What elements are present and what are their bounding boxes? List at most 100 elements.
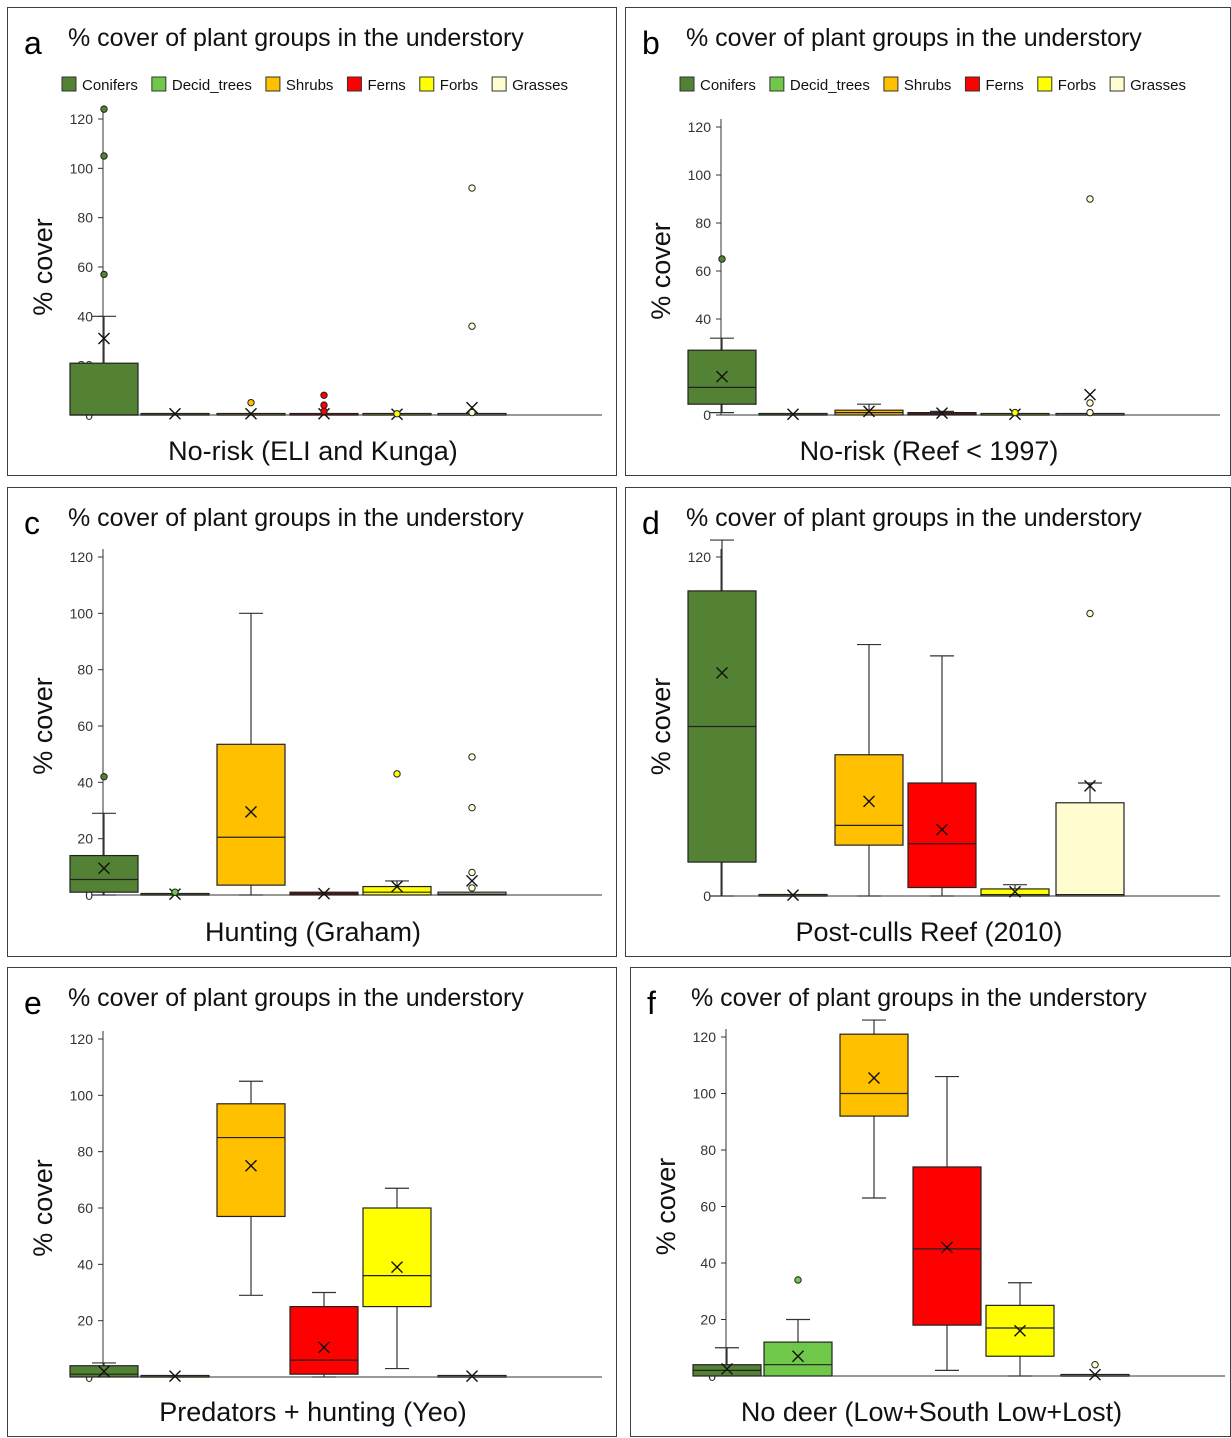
x-axis-label: No-risk (ELI and Kunga) [168, 436, 458, 466]
mean-marker [716, 370, 728, 383]
y-axis-label: % cover [646, 678, 676, 776]
y-axis-label: % cover [28, 677, 58, 775]
legend-item: Ferns [346, 76, 406, 94]
box-forbs [985, 1282, 1055, 1377]
legend-item: Forbs [1037, 76, 1096, 94]
x-axis-label: Post-culls Reef (2010) [795, 917, 1062, 947]
outlier-point [171, 888, 179, 896]
box-decid_trees [763, 1276, 833, 1377]
box-ferns [289, 1291, 359, 1378]
box-body [912, 1166, 982, 1326]
outlier-point [100, 270, 108, 279]
box-body [763, 1341, 833, 1377]
outlier-point [393, 770, 401, 778]
mean-marker [245, 407, 257, 420]
panel-title: % cover of plant groups in the understor… [691, 984, 1147, 1012]
box-body [216, 1103, 286, 1218]
box-body [362, 1207, 432, 1308]
box-shrubs [834, 403, 904, 418]
outlier-point [468, 322, 476, 330]
y-tick-label: 120 [688, 549, 712, 565]
y-tick-label: 0 [85, 887, 93, 903]
mean-marker [1014, 1324, 1026, 1337]
y-tick-label: 60 [77, 259, 93, 275]
y-tick-label: 60 [700, 1199, 716, 1215]
mean-marker [169, 1370, 181, 1383]
mean-marker [721, 1362, 733, 1375]
legend-swatch [61, 76, 77, 92]
mean-marker [245, 805, 257, 818]
legend-label: Conifers [82, 77, 138, 94]
y-tick-label: 100 [70, 1087, 94, 1103]
box-body [69, 362, 139, 416]
panel-a: a % cover of plant groups in the understo… [7, 7, 617, 476]
y-tick-label: 80 [695, 215, 711, 231]
legend-label: Forbs [440, 77, 478, 94]
y-tick-label: 120 [693, 1029, 717, 1045]
mean-marker [941, 1241, 953, 1254]
outlier-point [468, 884, 476, 892]
box-forbs [362, 408, 432, 421]
mean-marker [787, 889, 799, 902]
y-tick-label: 120 [70, 549, 94, 565]
legend-label: Ferns [367, 77, 405, 94]
panel-title: % cover of plant groups in the understor… [68, 984, 524, 1012]
box-shrubs [216, 1080, 286, 1296]
outlier-point [1086, 609, 1094, 618]
box-grasses [437, 184, 507, 417]
mean-marker [936, 823, 948, 836]
x-axis-label: No deer (Low+South Low+Lost) [741, 1397, 1122, 1427]
y-tick-label: 40 [700, 1255, 716, 1271]
mean-marker [245, 1159, 257, 1172]
box-grasses [437, 1370, 507, 1383]
mean-marker [169, 407, 181, 420]
box-body [907, 782, 977, 889]
box-shrubs [839, 1019, 909, 1199]
outlier-point [320, 401, 328, 409]
y-tick-label: 100 [688, 167, 712, 183]
legend-item: Ferns [964, 76, 1024, 94]
outlier-point [100, 152, 108, 160]
outlier-point [1086, 195, 1094, 203]
mean-marker [1089, 1368, 1101, 1381]
outlier-point [1086, 408, 1094, 417]
outlier-point [393, 410, 401, 418]
y-axis-label: % cover [651, 1158, 681, 1256]
legend-item: Grasses [1109, 76, 1186, 94]
legend-item: Shrubs [883, 76, 951, 94]
y-tick-label: 80 [77, 662, 93, 678]
box-ferns [912, 1075, 982, 1371]
box-grasses [1055, 195, 1125, 417]
chart-svg-c: c % cover of plant groups in the understo… [24, 504, 602, 947]
mean-marker [318, 887, 330, 900]
y-tick-label: 60 [77, 1200, 93, 1216]
legend-item: Conifers [61, 76, 138, 94]
y-tick-label: 80 [77, 210, 93, 226]
panel-title: % cover of plant groups in the understor… [68, 24, 524, 52]
box-decid_trees [140, 1370, 210, 1383]
box-ferns [289, 887, 359, 900]
outlier-point [320, 407, 328, 415]
y-tick-label: 120 [70, 1031, 94, 1047]
mean-marker [391, 880, 403, 893]
box-grasses [1060, 1361, 1130, 1381]
y-tick-label: 20 [700, 1312, 716, 1328]
box-decid_trees [758, 889, 828, 902]
chart-svg-d: d % cover of plant groups in the understo… [642, 504, 1220, 947]
panel-d: d % cover of plant groups in the understo… [625, 487, 1231, 957]
box-body [1055, 802, 1125, 897]
legend-item: Shrubs [265, 76, 333, 94]
box-body [216, 743, 286, 886]
y-tick-label: 80 [700, 1142, 716, 1158]
box-body [834, 754, 904, 846]
y-tick-label: 100 [693, 1086, 717, 1102]
box-grasses [1055, 609, 1125, 897]
y-tick-label: 0 [703, 888, 711, 904]
legend-swatch [769, 76, 785, 92]
outlier-point [1091, 1361, 1099, 1369]
panel-letter: c [24, 505, 40, 541]
mean-marker [863, 795, 875, 808]
mean-marker [1084, 388, 1096, 401]
panel-letter: b [642, 25, 660, 61]
outlier-point [247, 398, 255, 407]
